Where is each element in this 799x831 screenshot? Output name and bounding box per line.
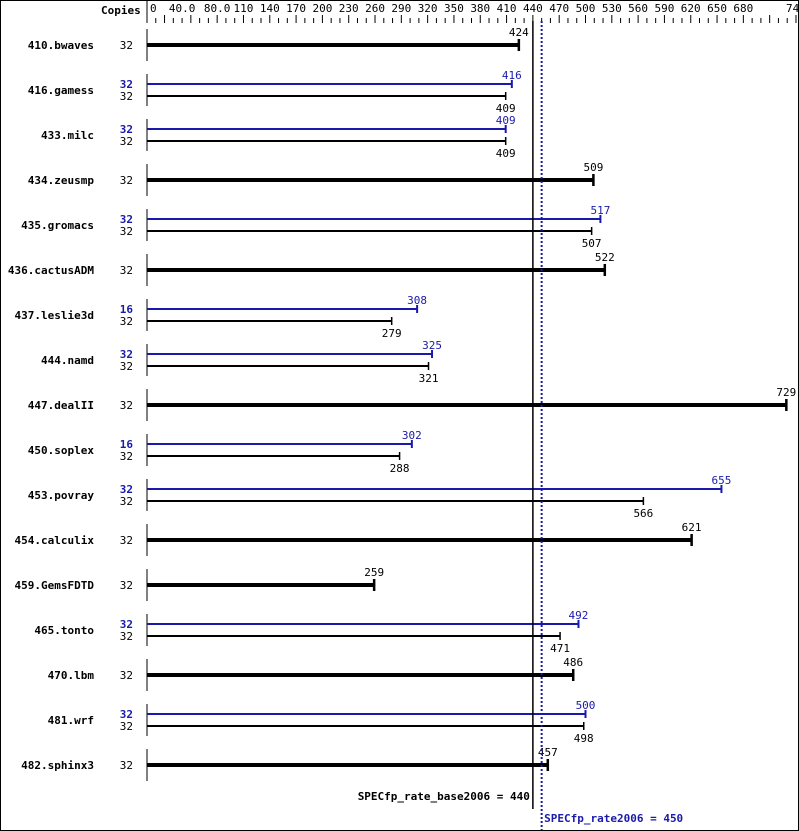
x-tick-label: 260: [365, 2, 385, 15]
peak-value-label: 517: [590, 204, 610, 217]
base-value-label: 729: [776, 386, 796, 399]
x-tick-label: 650: [707, 2, 727, 15]
base-copies: 32: [120, 90, 133, 103]
x-tick-label: 590: [654, 2, 674, 15]
base-copies: 32: [120, 495, 133, 508]
base-copies: 32: [120, 669, 133, 682]
x-tick-label: 350: [444, 2, 464, 15]
x-tick-label: 40.0: [169, 2, 196, 15]
benchmark-label: 434.zeusmp: [28, 174, 95, 187]
benchmark-label: 447.dealII: [28, 399, 94, 412]
peak-copies: 32: [120, 618, 133, 631]
base-value-label: 566: [633, 507, 653, 520]
x-tick-label: 740: [786, 2, 798, 15]
base-copies: 32: [120, 39, 133, 52]
x-tick-label: 560: [628, 2, 648, 15]
base-copies: 32: [120, 174, 133, 187]
peak-copies: 32: [120, 123, 133, 136]
benchmark-label: 437.leslie3d: [15, 309, 94, 322]
peak-copies: 32: [120, 213, 133, 226]
base-value-label: 471: [550, 642, 570, 655]
peak-value-label: 308: [407, 294, 427, 307]
benchmark-label: 444.namd: [41, 354, 94, 367]
x-tick-label: 530: [602, 2, 622, 15]
base-value-label: 522: [595, 251, 615, 264]
x-tick-label: 680: [733, 2, 753, 15]
benchmark-label: 433.milc: [41, 129, 94, 142]
peak-copies: 32: [120, 78, 133, 91]
peak-value-label: 409: [496, 114, 516, 127]
base-value-label: 507: [582, 237, 602, 250]
peak-value-label: 416: [502, 69, 522, 82]
copies-header: Copies: [101, 4, 141, 17]
base-value-label: 259: [364, 566, 384, 579]
base-copies: 32: [120, 399, 133, 412]
base-value-label: 288: [390, 462, 410, 475]
base-copies: 32: [120, 579, 133, 592]
base-copies: 32: [120, 450, 133, 463]
base-copies: 32: [120, 759, 133, 772]
x-tick-label: 170: [286, 2, 306, 15]
x-tick-label: 440: [523, 2, 543, 15]
base-copies: 32: [120, 315, 133, 328]
base-value-label: 321: [419, 372, 439, 385]
base-copies: 32: [120, 534, 133, 547]
x-tick-label: 290: [391, 2, 411, 15]
base-copies: 32: [120, 264, 133, 277]
benchmark-label: 454.calculix: [15, 534, 95, 547]
x-tick-label: 0: [150, 2, 157, 15]
base-value-label: 279: [382, 327, 402, 340]
benchmark-label: 481.wrf: [48, 714, 94, 727]
peak-value-label: 655: [711, 474, 731, 487]
x-tick-label: 110: [234, 2, 254, 15]
benchmark-label: 450.soplex: [28, 444, 95, 457]
peak-copies: 32: [120, 348, 133, 361]
benchmark-label: 459.GemsFDTD: [15, 579, 95, 592]
peak-value-label: 492: [569, 609, 589, 622]
base-value-label: 457: [538, 746, 558, 759]
base-value-label: 486: [563, 656, 583, 669]
base-copies: 32: [120, 360, 133, 373]
base-value-label: 509: [583, 161, 603, 174]
benchmark-label: 436.cactusADM: [8, 264, 94, 277]
base-reference-label: SPECfp_rate_base2006 = 440: [358, 790, 530, 803]
base-value-label: 498: [574, 732, 594, 745]
x-tick-label: 410: [497, 2, 517, 15]
base-copies: 32: [120, 630, 133, 643]
x-tick-label: 380: [470, 2, 490, 15]
x-tick-label: 620: [681, 2, 701, 15]
peak-value-label: 302: [402, 429, 422, 442]
peak-copies: 32: [120, 708, 133, 721]
benchmark-label: 465.tonto: [34, 624, 94, 637]
x-tick-label: 470: [549, 2, 569, 15]
benchmark-label: 453.povray: [28, 489, 95, 502]
x-tick-label: 500: [576, 2, 596, 15]
x-tick-label: 140: [260, 2, 280, 15]
benchmark-label: 470.lbm: [48, 669, 95, 682]
peak-copies: 32: [120, 483, 133, 496]
base-copies: 32: [120, 225, 133, 238]
peak-value-label: 500: [576, 699, 596, 712]
base-value-label: 424: [509, 26, 529, 39]
base-value-label: 409: [496, 102, 516, 115]
peak-copies: 16: [120, 303, 134, 316]
base-value-label: 409: [496, 147, 516, 160]
peak-value-label: 325: [422, 339, 442, 352]
base-value-label: 621: [682, 521, 702, 534]
x-tick-label: 200: [312, 2, 332, 15]
x-tick-label: 230: [339, 2, 359, 15]
peak-reference-label: SPECfp_rate2006 = 450: [544, 812, 683, 825]
benchmark-label: 410.bwaves: [28, 39, 94, 52]
base-copies: 32: [120, 720, 133, 733]
benchmark-label: 416.gamess: [28, 84, 94, 97]
x-tick-label: 80.0: [204, 2, 231, 15]
x-tick-label: 320: [418, 2, 438, 15]
peak-copies: 16: [120, 438, 134, 451]
benchmark-label: 482.sphinx3: [21, 759, 94, 772]
benchmark-label: 435.gromacs: [21, 219, 94, 232]
base-copies: 32: [120, 135, 133, 148]
